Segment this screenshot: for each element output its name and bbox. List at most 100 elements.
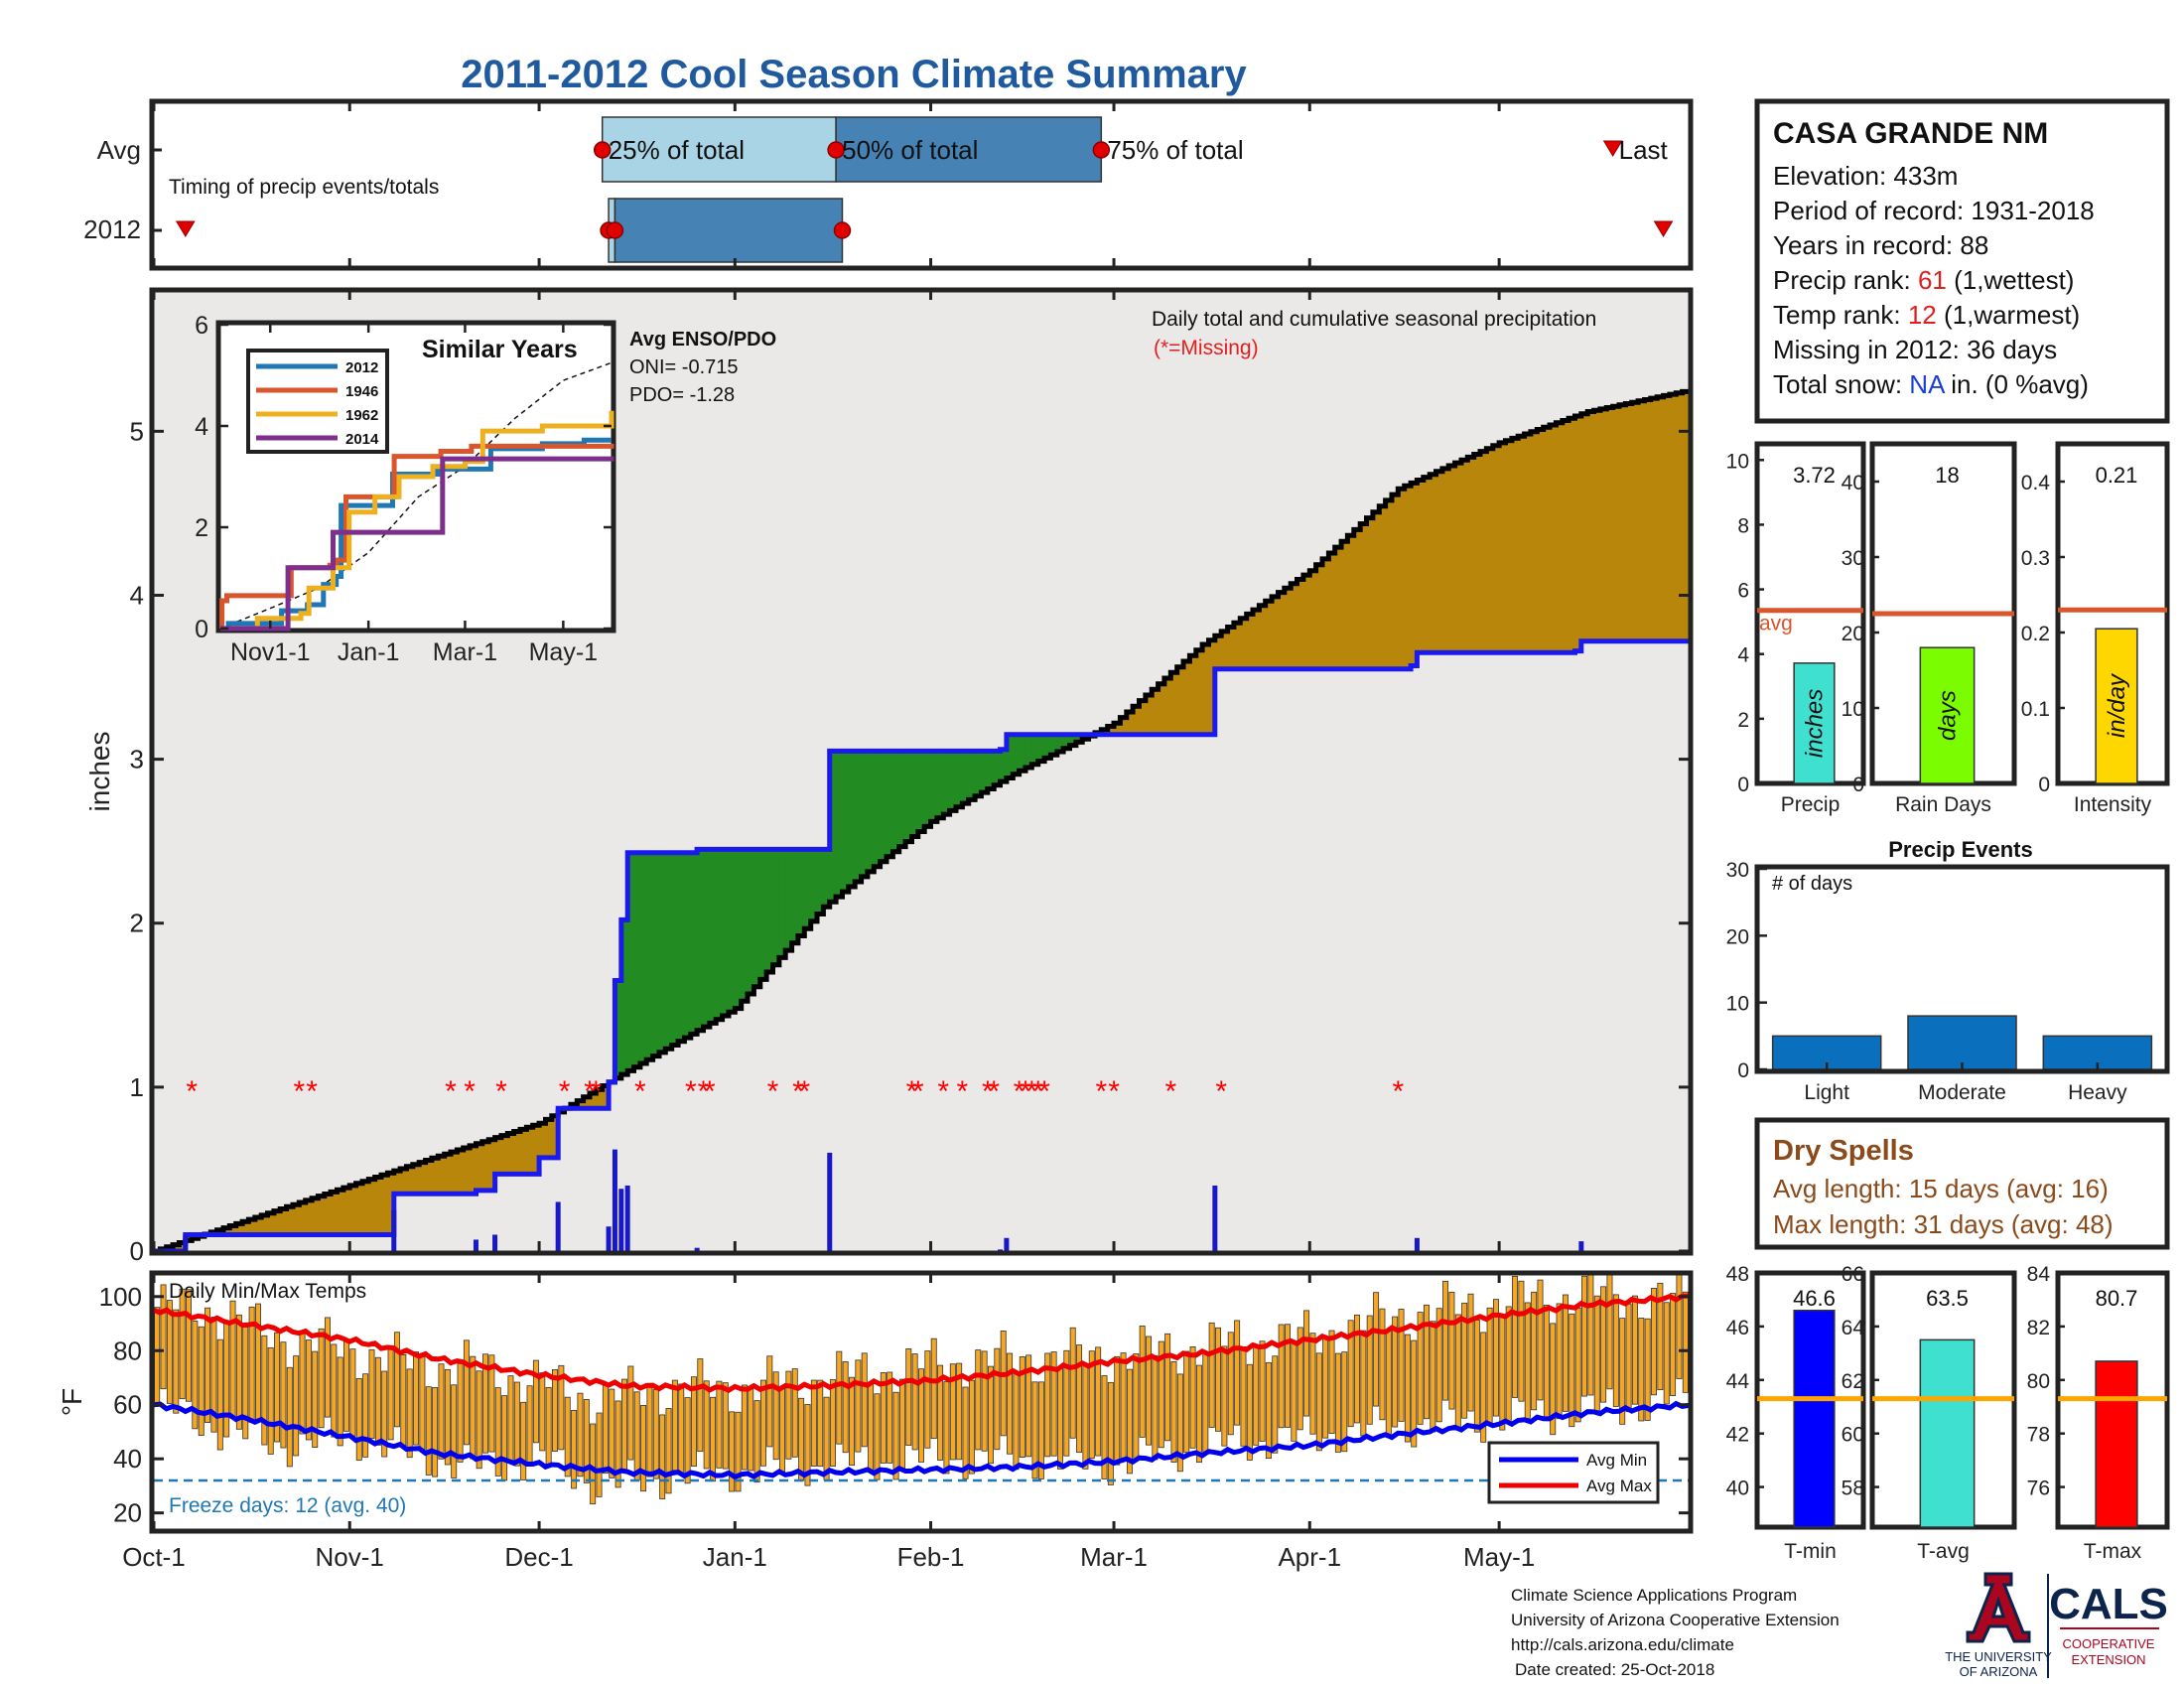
cumulative-difference-fill (848, 751, 856, 888)
daily-temp-bar (564, 1396, 571, 1477)
missing-day-marker: * (912, 1075, 924, 1108)
daily-temp-bar (1152, 1354, 1159, 1461)
daily-temp-bar (1158, 1340, 1164, 1449)
station-box-frame (1754, 98, 2170, 424)
cumulative-difference-fill (753, 849, 761, 987)
footer: Climate Science Applications Program Uni… (1511, 1586, 1840, 1679)
missing-day-marker: * (445, 1075, 457, 1108)
cumulative-difference-fill (1272, 596, 1280, 669)
daily-temp-bar (1202, 1352, 1209, 1453)
page-title: 2011-2012 Cool Season Climate Summary (461, 53, 1247, 96)
daily-temp-bar (924, 1350, 931, 1449)
daily-temp-bar (1044, 1352, 1051, 1458)
cumulative-difference-fill (791, 849, 799, 943)
daily-temp-bar (1569, 1313, 1575, 1428)
cumulative-difference-fill (551, 1115, 559, 1158)
daily-temp-bar (1019, 1356, 1025, 1459)
cumulative-difference-fill (1580, 413, 1588, 641)
cumulative-difference-fill (1259, 605, 1267, 669)
cumulative-difference-fill (1663, 395, 1671, 641)
intensity-ytick-label: 0.1 (2021, 698, 2050, 721)
rain_days-ytick-label: 40 (1842, 472, 1864, 494)
cumulative-difference-fill (494, 1137, 502, 1175)
daily-temp-bar (470, 1355, 477, 1460)
daily-temp-bar (697, 1358, 704, 1453)
tavg-ytick-label: 62 (1842, 1370, 1864, 1393)
cumulative-difference-fill (331, 1192, 339, 1235)
daily-temp-bar (1278, 1324, 1285, 1429)
cumulative-difference-fill (810, 849, 818, 921)
daily-temp-bar (1663, 1302, 1670, 1405)
daily-temp-bar (1612, 1294, 1619, 1407)
precip-rank-suffix: (1,wettest) (1947, 265, 2075, 295)
last-event-2012-marker (1653, 220, 1674, 237)
daily-precip-bar (612, 1149, 617, 1251)
daily-temp-bar (1095, 1346, 1102, 1457)
daily-temp-bar (703, 1380, 710, 1470)
cumulative-difference-fill (1606, 407, 1614, 641)
daily-temp-bar (735, 1411, 742, 1492)
daily-precip-bar (606, 1226, 612, 1251)
cumulative-difference-fill (1360, 523, 1368, 669)
daily-precip-bar (183, 1234, 189, 1251)
daily-temp-bar (614, 1400, 621, 1488)
daily-temp-bar (337, 1356, 343, 1447)
daily-temp-bar (1657, 1282, 1664, 1391)
cumulative-difference-fill (1518, 436, 1526, 653)
daily-temp-bar (1164, 1333, 1171, 1442)
cumulative-difference-fill (735, 849, 743, 1009)
daily-temp-bar (1682, 1291, 1689, 1393)
cumulative-difference-fill (1562, 420, 1570, 653)
daily-temp-bar (918, 1368, 924, 1463)
cumulative-difference-fill (248, 1219, 256, 1235)
cumulative-difference-fill (987, 751, 995, 789)
daily-temp-bar (1619, 1318, 1626, 1425)
cumulative-difference-fill (451, 1152, 458, 1195)
timing-row-label-2012: 2012 (83, 214, 141, 244)
rain_days-ytick-label: 0 (1852, 774, 1864, 796)
daily-temp-bar (261, 1335, 268, 1446)
precip-events-ytick-label: 20 (1726, 925, 1749, 948)
daily-temp-bar (766, 1355, 773, 1448)
snow-suffix: in. (0 %avg) (1944, 369, 2089, 399)
tavg-xlabel: T-avg (1917, 1540, 1970, 1563)
daily-temp-bar (173, 1309, 180, 1414)
daily-temp-bar (1587, 1274, 1594, 1396)
cumulative-difference-fill (823, 849, 831, 908)
daily-temp-bar (1146, 1336, 1153, 1446)
cumulative-difference-fill (1240, 618, 1248, 669)
daily-temp-bar (526, 1385, 533, 1466)
daily-temp-bar (659, 1414, 666, 1499)
daily-temp-bar (267, 1346, 274, 1455)
inset-content: 0 2 4 6 Nov1-1 Jan-1 Mar-1 May-1 (195, 312, 614, 666)
missing-day-marker: * (1014, 1075, 1025, 1108)
cumulative-difference-fill (513, 1131, 521, 1175)
cumulative-difference-fill (318, 1196, 326, 1235)
cumulative-difference-fill (1587, 411, 1595, 641)
precip-events-bar (1907, 1015, 2017, 1070)
station-snow: Total snow: NA in. (0 %avg) (1773, 369, 2089, 399)
cumulative-difference-fill (1543, 427, 1551, 653)
station-elevation: Elevation: 433m (1773, 161, 1958, 191)
daily-temp-bar (1385, 1330, 1392, 1439)
daily-temp-bar (1625, 1303, 1632, 1413)
footer-line-4: Date created: 25-Oct-2018 (1515, 1660, 1714, 1679)
cumulative-difference-fill (722, 849, 730, 1016)
daily-temp-bar (1512, 1276, 1519, 1398)
cumulative-difference-fill (1574, 416, 1582, 651)
avg-75pct-marker (1092, 141, 1111, 159)
cumulative-difference-fill (1612, 406, 1620, 641)
cumulative-difference-fill (1334, 547, 1342, 669)
cumulative-difference-fill (312, 1197, 320, 1235)
daily-temp-bar (552, 1369, 558, 1452)
cumulative-difference-fill (583, 1096, 591, 1109)
cumulative-difference-fill (481, 1141, 489, 1191)
daily-temp-bar (1007, 1352, 1014, 1455)
cumulative-difference-fill (1221, 631, 1229, 669)
cumulative-difference-fill (924, 751, 932, 827)
cumulative-difference-fill (1284, 588, 1292, 669)
cumulative-difference-fill (1265, 601, 1273, 669)
intensity-ytick-label: 0.4 (2021, 472, 2051, 494)
daily-temp-bar (1069, 1327, 1076, 1439)
